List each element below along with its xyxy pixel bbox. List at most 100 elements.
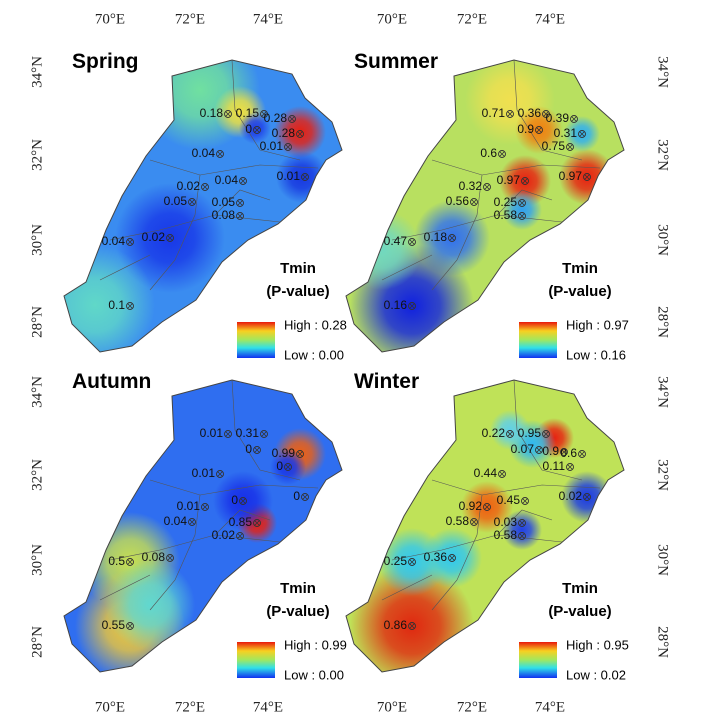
station-label: 0.01 — [200, 426, 224, 440]
station-marker — [542, 110, 550, 118]
legend-subtitle: (P-value) — [266, 283, 329, 300]
station-label: 0.1 — [108, 298, 125, 312]
province-outline — [345, 379, 625, 673]
station-label: 0.28 — [272, 126, 296, 140]
district-boundary — [231, 379, 301, 481]
station-marker — [542, 430, 550, 438]
latitude-label: 28°N — [29, 306, 45, 338]
district-boundary — [391, 534, 563, 561]
station-marker — [408, 302, 416, 310]
district-boundary — [149, 159, 319, 176]
latitude-label: 32°N — [655, 459, 671, 491]
station-marker — [583, 493, 591, 501]
longitude-label: 72°E — [175, 699, 205, 715]
station-label: 0.97 — [559, 169, 583, 183]
district-boundary — [214, 509, 271, 536]
latitude-label: 30°N — [29, 224, 45, 256]
station-label: 0.04 — [192, 146, 216, 160]
legend-subtitle: (P-value) — [548, 283, 611, 300]
longitude-label: 72°E — [457, 11, 487, 27]
legend-low: Low : 0.16 — [566, 347, 626, 362]
station-marker — [216, 470, 224, 478]
station-marker — [408, 558, 416, 566]
station-label: 0.18 — [200, 106, 224, 120]
longitude-label: 70°E — [95, 699, 125, 715]
station-marker — [236, 199, 244, 207]
legend-high: High : 0.28 — [284, 317, 347, 332]
station-label: 0 — [245, 122, 252, 136]
station-label: 0.47 — [384, 234, 408, 248]
station-marker — [578, 450, 586, 458]
station-label: 0.01 — [277, 169, 301, 183]
station-marker — [518, 212, 526, 220]
station-marker — [483, 183, 491, 191]
longitude-label: 70°E — [95, 11, 125, 27]
station-marker — [224, 430, 232, 438]
station-label: 0.36 — [424, 550, 448, 564]
district-boundary — [99, 574, 151, 601]
legend-low: Low : 0.00 — [284, 667, 344, 682]
station-marker — [470, 518, 478, 526]
station-label: 0.08 — [142, 550, 166, 564]
longitude-label: 72°E — [457, 699, 487, 715]
station-label: 0.9 — [517, 122, 534, 136]
legend-title: Tmin — [562, 580, 598, 597]
station-marker — [518, 519, 526, 527]
station-label: 0.6 — [480, 146, 497, 160]
station-label: 0.6 — [560, 446, 577, 460]
station-marker — [126, 238, 134, 246]
station-marker — [448, 554, 456, 562]
station-marker — [236, 212, 244, 220]
station-marker — [518, 199, 526, 207]
district-boundary — [513, 59, 583, 161]
station-marker — [566, 463, 574, 471]
station-label: 0.11 — [543, 459, 566, 473]
district-boundary — [431, 479, 601, 496]
station-label: 0.5 — [108, 554, 125, 568]
district-boundary — [109, 214, 281, 241]
station-marker — [535, 446, 543, 454]
station-label: 0.45 — [497, 493, 521, 507]
station-marker — [201, 503, 209, 511]
station-label: 0.18 — [424, 230, 448, 244]
station-marker — [216, 150, 224, 158]
station-label: 0.01 — [177, 499, 201, 513]
latitude-label: 34°N — [655, 376, 671, 408]
district-boundary — [109, 534, 281, 561]
station-label: 0.07 — [511, 442, 535, 456]
station-label: 0 — [245, 442, 252, 456]
latitude-label: 32°N — [655, 139, 671, 171]
panel-title: Spring — [72, 50, 139, 73]
legend-colorbar — [519, 322, 557, 358]
station-marker — [224, 110, 232, 118]
station-label: 0.58 — [494, 528, 518, 542]
legend-subtitle: (P-value) — [266, 603, 329, 620]
surface-blob — [105, 560, 195, 650]
station-marker — [188, 198, 196, 206]
surface-blob — [490, 410, 530, 450]
station-marker — [470, 198, 478, 206]
station-label: 0.05 — [212, 195, 236, 209]
station-marker — [301, 173, 309, 181]
latitude-label: 28°N — [29, 626, 45, 658]
station-marker — [521, 497, 529, 505]
district-boundary — [214, 189, 271, 216]
station-label: 0.15 — [236, 106, 260, 120]
station-label: 0.02 — [212, 528, 236, 542]
legend-colorbar — [237, 322, 275, 358]
panel-title: Autumn — [72, 370, 151, 393]
station-label: 0.28 — [264, 111, 288, 125]
district-boundary — [149, 479, 319, 496]
legend-high: High : 0.95 — [566, 637, 629, 652]
station-marker — [521, 177, 529, 185]
station-label: 0.32 — [459, 179, 483, 193]
station-marker — [239, 177, 247, 185]
latitude-label: 32°N — [29, 139, 45, 171]
station-marker — [284, 463, 292, 471]
station-label: 0.85 — [229, 515, 253, 529]
station-marker — [260, 430, 268, 438]
station-label: 0.02 — [559, 489, 583, 503]
station-label: 0.75 — [542, 139, 566, 153]
station-marker — [253, 126, 261, 134]
